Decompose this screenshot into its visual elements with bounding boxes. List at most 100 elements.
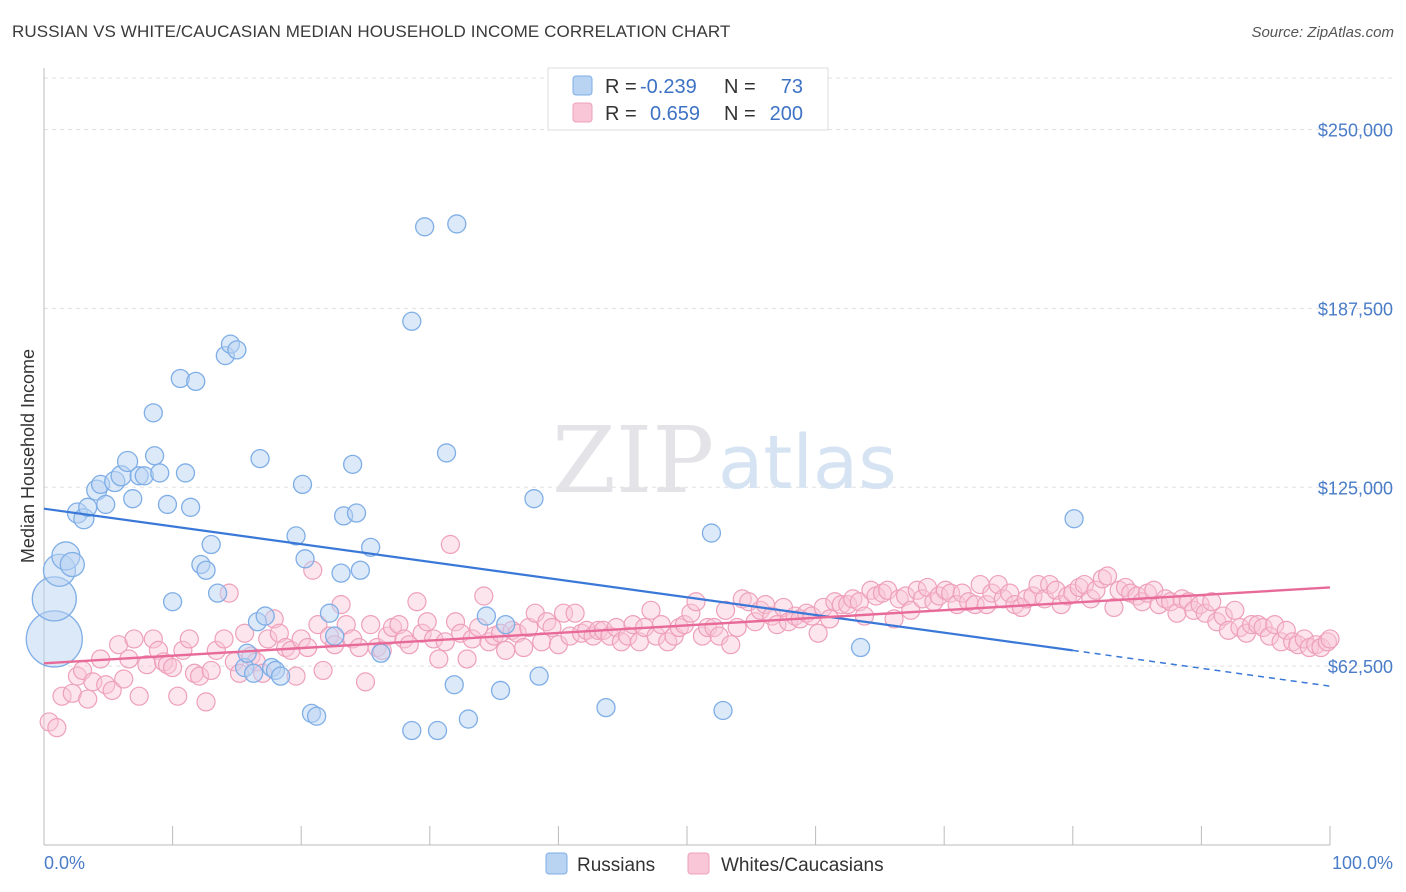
legend-n-value-1: 73	[781, 76, 803, 98]
russians-point	[701, 523, 722, 543]
russians-point	[476, 606, 497, 626]
legend-n-value-2: 200	[770, 103, 803, 125]
axes	[43, 68, 1331, 846]
russians-point	[319, 603, 340, 623]
russians-point	[402, 720, 422, 741]
chart-title: RUSSIAN VS WHITE/CAUCASIAN MEDIAN HOUSEH…	[12, 22, 731, 41]
russians-point	[350, 560, 371, 580]
russians-point	[116, 450, 139, 473]
whites-point	[1317, 632, 1338, 652]
whites-points	[39, 534, 1340, 738]
russians-point	[458, 709, 479, 729]
whites-point	[896, 586, 916, 606]
whites-point	[1320, 629, 1340, 649]
whites-point	[861, 580, 881, 600]
russians-point	[306, 706, 327, 726]
whites-point	[1271, 632, 1291, 652]
whites-point	[1248, 615, 1268, 635]
whites-point	[474, 586, 494, 606]
whites-point	[629, 632, 650, 652]
russians-point	[150, 463, 170, 483]
whites-point	[184, 663, 205, 683]
whites-point	[1028, 574, 1048, 595]
whites-point	[681, 603, 701, 623]
whites-point	[308, 615, 328, 635]
russians-point	[524, 489, 544, 509]
russians-point	[295, 549, 315, 569]
russians-point	[59, 551, 85, 578]
whites-point	[1092, 569, 1112, 589]
whites-point	[935, 580, 956, 600]
russians-point	[96, 494, 116, 515]
whites-point	[235, 623, 255, 643]
russians-point	[250, 448, 270, 469]
whites-point	[1104, 597, 1124, 618]
whites-point	[1276, 620, 1296, 640]
whites-point	[168, 686, 188, 706]
legend-swatch-russians	[572, 75, 593, 96]
whites-point	[412, 623, 432, 643]
bottom-legend-whites: Whites/Caucasians	[721, 855, 884, 876]
russians-point	[529, 666, 549, 686]
whites-point	[143, 629, 163, 649]
whites-point	[313, 660, 333, 681]
whites-point	[78, 689, 98, 709]
whites-point	[361, 615, 381, 635]
whites-point	[163, 657, 183, 678]
russians-point	[490, 680, 511, 701]
whites-point	[1000, 583, 1020, 603]
russians-points	[25, 214, 1084, 741]
whites-point	[1086, 580, 1106, 600]
whites-point	[1306, 635, 1326, 655]
y-tick-label-2: $125,000	[1318, 478, 1393, 498]
russians-point	[1064, 509, 1084, 529]
russians-point	[180, 497, 201, 517]
whites-point	[514, 637, 534, 658]
watermark: ZIP atlas	[552, 407, 897, 514]
whites-point	[258, 629, 278, 649]
whites-point	[206, 640, 226, 660]
whites-point	[336, 615, 356, 635]
whites-point	[1259, 626, 1280, 646]
whites-point	[1046, 580, 1066, 600]
whites-point	[39, 712, 59, 732]
whites-point	[618, 626, 638, 646]
whites-point	[114, 669, 134, 689]
whites-point	[565, 603, 585, 623]
russians-point	[444, 675, 464, 695]
russians-point	[196, 560, 216, 580]
whites-point	[429, 649, 449, 669]
legend-r-value-2: 0.659	[650, 103, 700, 125]
top-legend: R = -0.239 N = 73 R = 0.659 N = 200	[547, 67, 829, 131]
chart-source: Source: ZipAtlas.com	[1251, 24, 1394, 41]
whites-point	[808, 623, 828, 643]
russians-trendline	[43, 507, 1073, 652]
whites-point	[553, 603, 574, 623]
russians-point	[123, 489, 143, 509]
russians-point	[255, 606, 275, 626]
legend-r-value-1: -0.239	[640, 76, 697, 98]
russians-point	[346, 503, 367, 523]
y-tick-label-3: $62,500	[1328, 657, 1393, 677]
whites-point	[901, 600, 921, 620]
y-tick-labels: $250,000 $187,500 $125,000 $62,500	[1318, 121, 1393, 678]
whites-point	[1097, 566, 1118, 586]
whites-point	[148, 640, 169, 660]
russians-point	[143, 403, 163, 423]
russians-point	[402, 311, 422, 331]
whites-point	[190, 666, 210, 686]
whites-point	[137, 655, 157, 675]
russians-point	[157, 494, 178, 515]
russians-point	[342, 454, 363, 475]
whites-point	[47, 718, 67, 738]
legend-box	[547, 67, 829, 131]
bottom-legend-swatch-whites	[687, 852, 710, 875]
x-tick-label-min: 0.0%	[44, 853, 85, 873]
whites-trendline	[43, 586, 1331, 665]
gridlines	[44, 77, 1394, 667]
legend-n-label-2: N =	[724, 103, 756, 125]
y-axis-label: Median Household Income	[18, 349, 38, 563]
whites-point	[912, 589, 932, 609]
whites-point	[269, 623, 289, 643]
